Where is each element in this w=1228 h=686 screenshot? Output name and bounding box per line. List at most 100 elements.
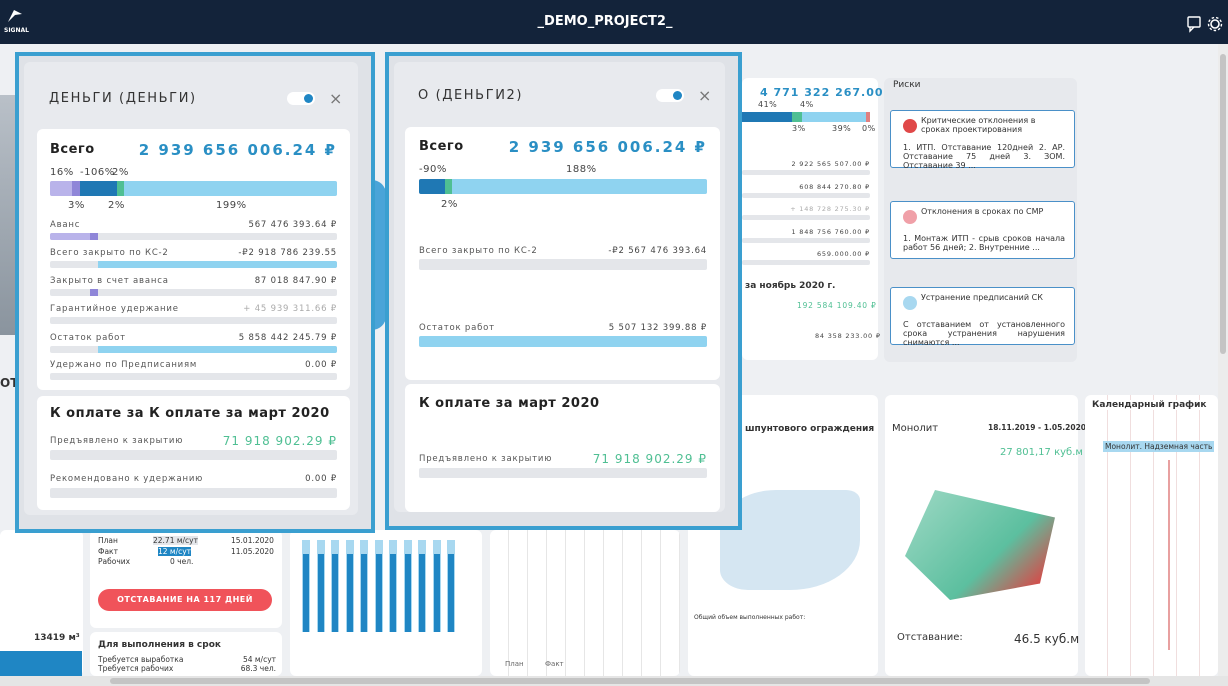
row-bar [419,336,707,347]
bar-segment [50,233,90,240]
toggle[interactable] [287,92,315,105]
row-bar [419,468,707,478]
volume: 13419 м³ [34,633,80,643]
row-value: 567 476 393.64 ₽ [248,220,337,230]
header-icons[interactable] [1186,15,1226,33]
volume-bar [0,651,82,676]
schedule-rate: 12 м/сут [158,546,192,556]
bar-segment [452,179,707,194]
percent-label: 2% [108,200,125,211]
panel-title: О (ДЕНЬГИ2) [418,88,524,103]
schedule-date: 11.05.2020 [231,546,274,556]
row-bar [50,346,337,353]
row-label: Закрыто в счет аванса [50,276,169,286]
calendar-task: Монолит. Надземная часть [1103,441,1215,452]
total-label: Всего [50,142,95,157]
column-bar [316,540,325,632]
column-bar [374,540,383,632]
schedule-label: План [98,536,118,545]
month-value: 84 358 233.00 ₽ [815,332,881,340]
column-fill [419,554,425,632]
summary-bar [742,215,870,220]
legend: Факт [545,660,564,668]
building-image [0,95,15,335]
row-value: -₽2 567 476 393.64 [608,246,707,256]
column-bar [418,540,426,632]
monolith-lag-label: Отставание: [897,632,963,643]
risk-title: Отклонения в сроках по СМР [921,207,1044,216]
total-bar [50,181,337,196]
bar-segment [124,181,337,196]
total-amount: 2 939 656 006.24 ₽ [138,141,337,159]
column-fill [390,554,396,632]
column-bar [403,540,412,632]
row-label: Предъявлено к закрытию [419,454,553,464]
logo[interactable]: SIGNAL [4,27,29,34]
row-label: Остаток работ [419,323,495,333]
sheet-total: Общий объем выполненных работ: [694,614,806,621]
ontime-value: 54 м/сут [242,655,276,664]
summary-bar [742,170,870,175]
header [0,0,1228,44]
row-value: 71 918 902.29 ₽ [222,434,337,448]
bar-segment [98,346,337,353]
bar-segment [80,181,117,196]
summary-value: 1 848 756 760.00 ₽ [791,227,870,236]
summary-bar [742,192,870,198]
close-button[interactable]: × [329,89,343,108]
payment-title: К оплате за К оплате за март 2020 [50,406,330,421]
row-bar [50,488,337,498]
delay-button[interactable]: ОТСТАВАНИЕ НА 117 ДНЕЙ [98,589,272,611]
month-title: за ноябрь 2020 г. [745,281,836,291]
summary-pct: 39% [832,124,852,133]
schedule-label: Рабочих [98,557,131,566]
ontime-label: Требуется выработка [98,655,184,664]
column-fill [346,554,353,632]
close-button[interactable]: × [698,86,712,105]
risk-icon [903,296,917,310]
row-label: Удержано по Предписаниям [50,360,198,370]
risk-text: С отставанием от установленного срока ус… [903,320,1065,347]
column-bar [447,540,455,632]
schedule-date: 15.01.2020 [231,536,274,545]
row-label: Остаток работ [50,333,126,343]
risk-item[interactable]: Устранение предписаний СК С отставанием о… [890,287,1075,347]
percent-label: -90% [419,164,447,175]
column-fill [375,554,382,632]
toggle[interactable] [656,89,684,102]
risk-item[interactable]: Критические отклонения в сроках проектир… [890,110,1075,170]
row-bar [50,289,337,296]
total-label: Всего [419,139,464,154]
logo-icon [8,10,22,22]
percent-label: 3% [68,200,85,211]
column-fill [404,554,411,632]
row-value: 5 858 442 245.79 ₽ [238,333,337,343]
bar-segment [50,181,72,196]
summary-pct: 0% [862,124,876,133]
percent-label: 2% [112,167,129,178]
scrollbar-h[interactable] [0,676,1228,686]
bar-segment [419,336,707,347]
percent-label: -106% [80,167,115,178]
row-bar [419,259,707,270]
page-title: _DEMO_PROJECT2_ [537,14,673,29]
ontime-title: Для выполнения в срок [98,640,222,650]
row-label: Всего закрыто по КС-2 [50,248,169,258]
bar-segment [90,233,98,240]
summary-value: 2 922 565 507.00 ₽ [791,160,870,168]
blue-swoosh [372,180,386,330]
scrollbar-v[interactable] [1218,44,1228,676]
schedule-rate: 0 чел. [170,557,194,566]
percent-label: 199% [216,200,247,211]
column-bar [360,540,368,632]
column-bar [302,540,310,632]
monolith-title: Монолит [892,423,939,434]
row-bar [50,450,337,460]
risks-title: Риски [893,80,921,90]
row-value: 0.00 ₽ [305,360,337,370]
summary-pct: 3% [792,124,806,133]
risk-text: 1. ИТП. Отставание 120дней 2. АР. Отстав… [903,143,1065,170]
summary-pct: 41% [758,100,778,109]
risk-item[interactable]: Отклонения в сроках по СМР 1. Монтаж ИТП … [890,201,1075,259]
